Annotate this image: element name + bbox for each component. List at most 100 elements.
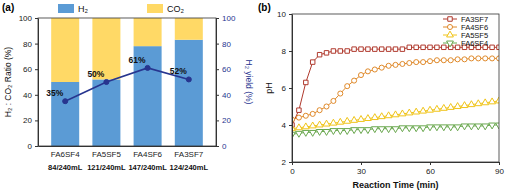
plot-area: [292, 45, 499, 138]
marker: [386, 63, 391, 68]
category-sublabel: 124/240mL: [170, 163, 209, 172]
marker: [337, 129, 344, 135]
marker: [379, 65, 384, 70]
x-axis-tick: 60: [426, 162, 435, 176]
y2-axis-tick-mark: [216, 95, 219, 96]
y-axis-tick-label: 80: [23, 40, 32, 49]
legend-item: CO₂: [147, 4, 185, 14]
marker: [331, 98, 336, 103]
marker: [352, 47, 356, 51]
marker: [104, 79, 109, 84]
y-axis-tick-label: 6: [282, 84, 287, 93]
marker: [358, 128, 365, 134]
y-axis-line: [38, 19, 39, 147]
marker: [385, 127, 392, 133]
marker: [337, 118, 344, 124]
line: [292, 47, 499, 125]
series: [292, 45, 499, 127]
marker: [378, 127, 385, 133]
marker: [475, 124, 482, 130]
legend-item: H₂: [58, 4, 88, 14]
y2-axis-line: [216, 19, 217, 147]
marker: [434, 125, 441, 131]
y-axis-tick-mark: [289, 14, 292, 15]
marker: [393, 62, 398, 67]
marker: [392, 111, 399, 117]
x-tick: FA6SF4: [51, 150, 80, 159]
y-axis-tick-label: 100: [19, 14, 33, 23]
y-axis-tick-mark: [35, 18, 38, 19]
y2-axis-tick-label: 0: [222, 142, 227, 151]
marker: [421, 45, 425, 49]
marker: [351, 128, 358, 134]
marker: [186, 77, 191, 82]
marker: [365, 115, 372, 121]
marker: [345, 49, 349, 53]
marker: [496, 123, 499, 129]
marker: [351, 116, 358, 122]
y-axis-tick-mark: [289, 88, 292, 89]
marker: [393, 47, 397, 51]
marker: [371, 127, 378, 133]
marker: [345, 84, 350, 89]
y-axis-tick-label: 4: [282, 121, 287, 130]
y2-axis-tick-mark: [216, 18, 219, 19]
marker: [371, 114, 378, 120]
category-sublabel: 84/240mL: [48, 163, 83, 172]
marker: [145, 65, 150, 70]
marker: [468, 124, 475, 130]
marker: [421, 60, 426, 65]
marker: [468, 101, 475, 107]
y-axis-tick: 8: [282, 47, 292, 56]
legend-marker: [448, 17, 452, 21]
marker: [365, 128, 372, 134]
bar: [175, 40, 203, 146]
marker: [316, 121, 323, 127]
data-labels: 35%50%61%52%: [46, 55, 187, 98]
marker: [302, 123, 309, 129]
marker: [302, 130, 309, 136]
marker: [441, 58, 446, 63]
x-axis-line: [39, 146, 217, 147]
marker: [399, 126, 406, 132]
marker: [324, 104, 329, 109]
legend-swatch: [147, 4, 163, 13]
marker: [407, 45, 411, 49]
x-tick-label: FA4SF6: [133, 150, 162, 159]
bar: [175, 18, 203, 40]
y-axis-tick-label: 20: [23, 116, 32, 125]
y-axis-title: H₂ : CO₂ Ratio (%): [3, 47, 13, 118]
marker: [454, 125, 461, 131]
marker: [392, 127, 399, 133]
marker: [366, 47, 370, 51]
marker: [469, 56, 474, 61]
x-axis: FA6SF4FA5SF5FA4SF6FA3SF7: [39, 147, 217, 159]
marker: [296, 131, 303, 137]
bar: [134, 18, 162, 46]
marker: [310, 111, 315, 116]
marker: [303, 113, 308, 118]
marker: [496, 97, 499, 103]
marker: [338, 49, 342, 53]
category-sublabel: 147/240mL: [128, 163, 167, 172]
marker: [344, 129, 351, 135]
marker: [323, 120, 330, 126]
x-axis-tick: 30: [357, 162, 366, 176]
marker: [447, 104, 454, 110]
marker: [406, 126, 413, 132]
x-axis-tick: 0: [290, 162, 295, 176]
panel-label: (b): [258, 2, 271, 13]
y2-axis-tick-label: 100: [222, 14, 236, 23]
y2-axis-tick-mark: [216, 44, 219, 45]
marker: [455, 57, 460, 62]
marker: [296, 115, 301, 120]
y-axis-tick-label: 0: [28, 142, 33, 151]
x-tick-label: FA3SF7: [174, 150, 203, 159]
marker: [297, 108, 301, 112]
y-axis-tick-mark: [35, 69, 38, 70]
y-axis-line: [292, 15, 293, 163]
series: [292, 123, 499, 138]
x-tick: FA4SF6: [133, 150, 162, 159]
marker: [435, 45, 439, 49]
y-axis-tick-label: 2: [282, 158, 287, 167]
